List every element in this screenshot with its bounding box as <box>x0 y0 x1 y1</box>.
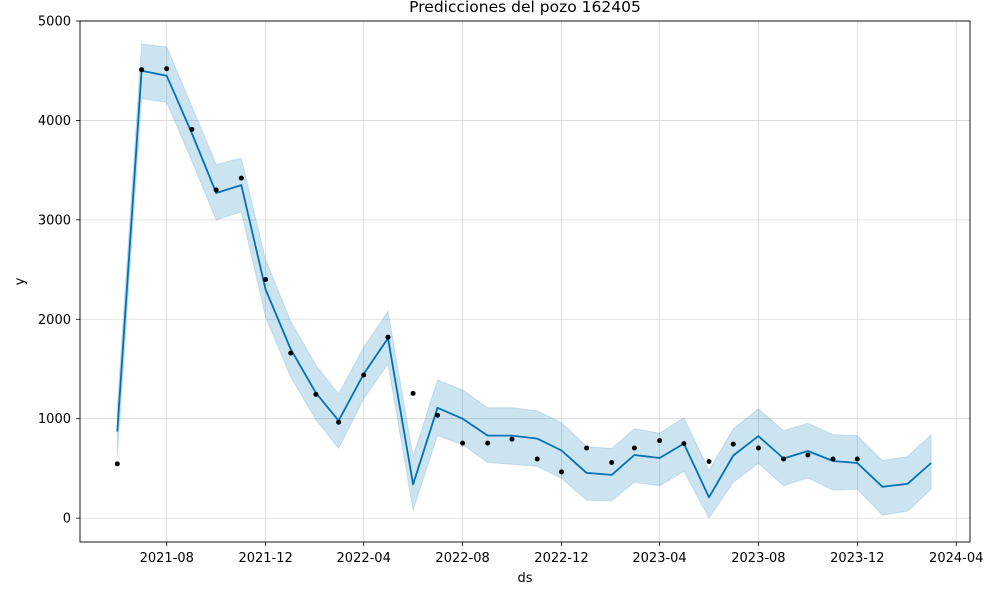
observed-point <box>509 436 515 442</box>
observed-point <box>189 126 195 132</box>
y-axis-label: y <box>13 277 28 285</box>
y-tick-label: 1000 <box>38 412 71 427</box>
observed-point <box>485 440 491 446</box>
y-tick-label: 4000 <box>38 114 71 129</box>
observed-point <box>164 66 170 72</box>
x-tick-label: 2022-08 <box>435 551 489 566</box>
grid-lines <box>80 20 970 542</box>
y-tick-label: 3000 <box>38 213 71 228</box>
observed-point <box>385 334 391 340</box>
observed-points <box>114 66 860 475</box>
observed-point <box>460 440 466 446</box>
x-tick-label: 2021-12 <box>238 551 292 566</box>
observed-point <box>288 350 294 356</box>
observed-point <box>336 419 342 425</box>
observed-point <box>609 460 615 465</box>
observed-point <box>681 441 687 447</box>
x-axis-label: ds <box>517 571 532 586</box>
observed-point <box>706 459 712 464</box>
observed-point <box>631 445 637 451</box>
x-tick-label: 2023-08 <box>731 551 785 566</box>
observed-point <box>584 445 590 451</box>
observed-point <box>139 67 145 73</box>
x-tick-label: 2022-04 <box>337 551 391 566</box>
observed-point <box>755 445 761 451</box>
y-tick-label: 5000 <box>38 15 71 30</box>
observed-point <box>114 461 120 467</box>
forecast-line <box>116 69 932 499</box>
x-tick-label: 2021-08 <box>140 551 194 566</box>
x-tick-label: 2024-04 <box>929 551 983 566</box>
x-tick-label: 2023-12 <box>830 551 884 566</box>
observed-point <box>657 438 663 444</box>
x-tick-label: 2022-12 <box>534 551 588 566</box>
uncertainty-band <box>116 43 932 520</box>
y-tick-label: 2000 <box>38 313 71 328</box>
y-tick-label: 0 <box>63 512 71 527</box>
observed-point <box>435 412 440 418</box>
observed-point <box>781 456 787 462</box>
observed-point <box>534 456 540 462</box>
observed-point <box>559 469 564 475</box>
observed-point <box>410 390 416 396</box>
plot-frame <box>79 20 971 543</box>
x-axis: 2021-08 2021-12 2022-04 2022-08 2022-12 2023-… <box>140 542 983 566</box>
observed-point <box>730 441 736 447</box>
observed-point <box>238 175 244 181</box>
chart-title: Predicciones del pozo 162405 <box>409 0 641 16</box>
observed-point <box>213 187 219 193</box>
x-tick-label: 2023-04 <box>632 551 686 566</box>
observed-point <box>830 456 836 462</box>
observed-point <box>361 372 367 378</box>
observed-point <box>313 391 319 397</box>
observed-point <box>854 456 860 462</box>
observed-point <box>805 452 811 458</box>
observed-point <box>263 277 269 282</box>
y-axis: 0 1000 2000 3000 4000 5000 <box>38 15 80 527</box>
